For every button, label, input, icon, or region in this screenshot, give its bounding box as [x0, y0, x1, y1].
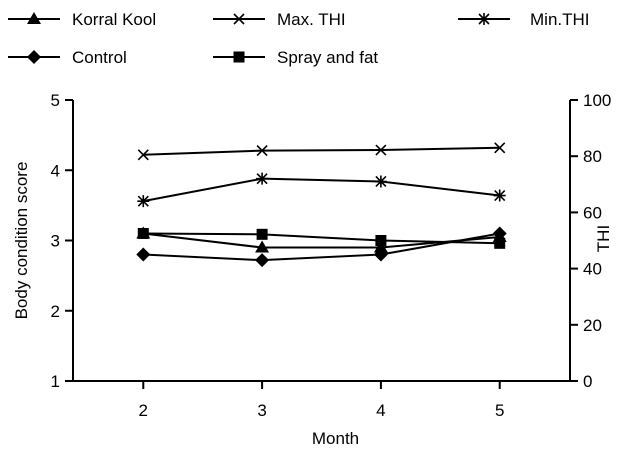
square-marker-shape — [233, 51, 245, 63]
data-point-control — [373, 247, 388, 262]
data-point-min-thi — [493, 189, 506, 202]
series-line-korral-kool — [143, 232, 500, 249]
legend-label: Korral Kool — [72, 10, 156, 29]
right-y-tick-label: 80 — [583, 147, 602, 166]
left-y-tick-label: 4 — [51, 161, 60, 180]
data-point-spray-and-fat — [494, 237, 506, 249]
square-marker-shape — [137, 227, 149, 239]
data-point-spray-and-fat — [137, 227, 149, 239]
legend-marker — [233, 51, 245, 63]
legend-marker — [233, 13, 245, 25]
legend-label: Spray and fat — [277, 48, 378, 67]
x-marker-shape — [233, 13, 245, 25]
left-y-tick-label: 1 — [51, 372, 60, 391]
star-marker-shape — [137, 195, 150, 208]
series-line-max-thi — [143, 146, 500, 156]
left-y-tick-label: 3 — [51, 232, 60, 251]
left-y-tick-label: 5 — [51, 91, 60, 110]
x-marker-shape — [375, 144, 387, 156]
diamond-marker-shape — [27, 50, 41, 64]
star-marker-shape — [478, 13, 490, 25]
series-korral-kool — [136, 226, 507, 253]
left-y-axis-title: Body condition score — [12, 162, 31, 320]
right-y-tick-label: 20 — [583, 316, 602, 335]
x-tick-label: 2 — [139, 401, 148, 420]
left-y-tick-label: 2 — [51, 302, 60, 321]
x-tick-label: 5 — [495, 401, 504, 420]
x-marker-shape — [256, 145, 268, 157]
legend-label: Max. THI — [277, 10, 346, 29]
data-point-min-thi — [374, 175, 387, 188]
data-point-korral-kool — [373, 240, 388, 253]
x-axis-title: Month — [312, 429, 359, 448]
series-line-control — [143, 232, 500, 262]
triangle-marker-shape — [373, 240, 388, 253]
triangle-marker-shape — [255, 240, 270, 253]
legend-marker — [27, 50, 41, 64]
legend-item-spray-and-fat: Spray and fat — [213, 48, 378, 67]
data-point-max-thi — [137, 149, 149, 161]
legend-item-max-thi: Max. THI — [213, 10, 346, 29]
series-min-thi — [137, 172, 506, 208]
legend-label: Control — [72, 48, 127, 67]
right-y-tick-label: 100 — [583, 91, 611, 110]
series-line-min-thi — [143, 177, 500, 203]
star-marker-shape — [493, 189, 506, 202]
data-point-spray-and-fat — [256, 228, 268, 240]
legend-marker — [478, 13, 490, 25]
diamond-marker-shape — [255, 253, 270, 268]
series-spray-and-fat — [137, 227, 506, 249]
diamond-marker-shape — [136, 247, 151, 262]
diamond-marker-shape — [492, 226, 507, 241]
square-marker-shape — [494, 237, 506, 249]
legend-label: Min.THI — [530, 10, 590, 29]
series-group — [136, 142, 507, 268]
square-marker-shape — [375, 235, 387, 246]
data-point-korral-kool — [255, 240, 270, 253]
data-point-min-thi — [137, 195, 150, 208]
x-tick-label: 3 — [257, 401, 266, 420]
series-max-thi — [137, 142, 506, 161]
data-point-control — [492, 226, 507, 241]
data-point-control — [255, 253, 270, 268]
star-marker-shape — [374, 175, 387, 188]
x-tick-label: 4 — [376, 401, 385, 420]
diamond-marker-shape — [373, 247, 388, 262]
series-line-spray-and-fat — [143, 232, 500, 245]
ticks: 1 2 3 4 5 0 20 40 60 80 100 2 3 4 5 — [51, 91, 612, 420]
data-point-max-thi — [256, 145, 268, 157]
x-marker-shape — [494, 142, 506, 154]
right-y-axis-title: THI — [594, 225, 613, 252]
legend-item-control: Control — [8, 48, 127, 67]
data-point-max-thi — [494, 142, 506, 154]
data-point-min-thi — [256, 172, 269, 185]
right-y-tick-label: 0 — [583, 372, 592, 391]
data-point-max-thi — [375, 144, 387, 156]
legend-item-korral-kool: Korral Kool — [8, 10, 156, 29]
legend-marker — [27, 12, 41, 24]
data-point-spray-and-fat — [375, 235, 387, 246]
data-point-control — [136, 247, 151, 262]
right-y-tick-label: 60 — [583, 203, 602, 222]
series-control — [136, 226, 507, 268]
triangle-marker-shape — [27, 12, 41, 24]
star-marker-shape — [256, 172, 269, 185]
right-y-tick-label: 40 — [583, 260, 602, 279]
legend-item-min-thi: Min.THI — [458, 10, 590, 29]
legend: Korral Kool Control Max. THI Spray and fat M… — [8, 10, 590, 67]
square-marker-shape — [256, 228, 268, 240]
x-marker-shape — [137, 149, 149, 161]
